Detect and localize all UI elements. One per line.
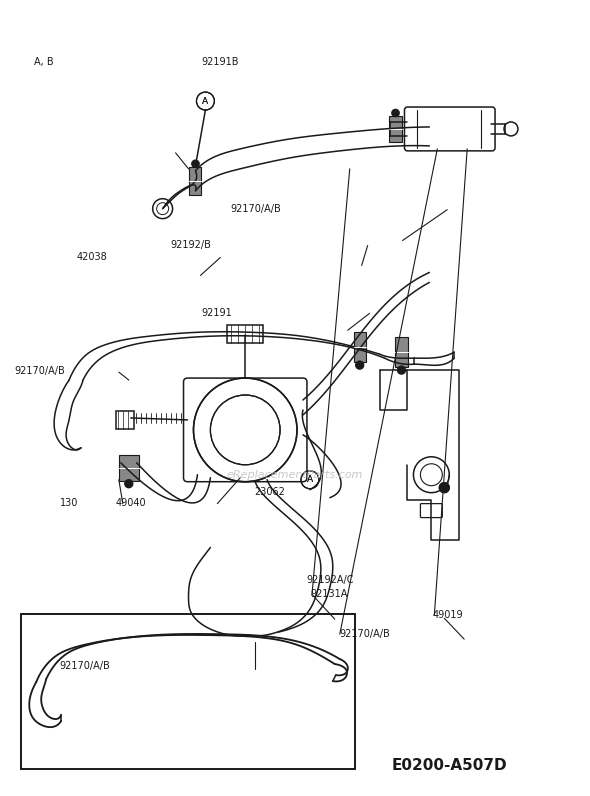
FancyBboxPatch shape [183,378,307,482]
Text: A, B: A, B [34,57,53,67]
FancyBboxPatch shape [405,107,495,151]
Text: 92170/A/B: 92170/A/B [14,366,65,376]
Text: eReplacementParts.com: eReplacementParts.com [227,470,363,480]
Circle shape [125,480,133,488]
Text: 92170/A/B: 92170/A/B [231,205,281,214]
Text: 49040: 49040 [116,498,146,509]
Text: 130: 130 [60,498,78,509]
Circle shape [398,366,405,374]
FancyBboxPatch shape [119,455,139,481]
Text: 92170/A/B: 92170/A/B [59,661,110,671]
FancyBboxPatch shape [116,411,134,429]
Text: 92192/B: 92192/B [171,240,211,250]
FancyBboxPatch shape [189,167,201,195]
Text: A: A [202,96,208,106]
FancyBboxPatch shape [389,116,402,142]
Text: 92170/A/B: 92170/A/B [339,629,390,638]
Text: 92131A: 92131A [311,589,348,599]
Text: A: A [307,475,313,484]
FancyBboxPatch shape [227,326,263,343]
FancyBboxPatch shape [395,338,408,367]
Text: 92191B: 92191B [201,57,238,67]
Text: 92191: 92191 [201,308,232,318]
FancyBboxPatch shape [21,615,355,769]
FancyBboxPatch shape [421,504,442,517]
Text: 92192A/C: 92192A/C [307,576,354,585]
Circle shape [392,109,399,117]
Circle shape [192,160,199,168]
Text: A: A [307,475,313,484]
Text: 42038: 42038 [77,252,107,262]
Text: E0200-A507D: E0200-A507D [392,758,507,773]
Circle shape [440,482,449,493]
Text: 49019: 49019 [433,610,464,619]
Circle shape [356,361,363,369]
Text: A: A [202,96,208,106]
FancyBboxPatch shape [354,332,366,362]
Text: 23062: 23062 [254,486,285,497]
